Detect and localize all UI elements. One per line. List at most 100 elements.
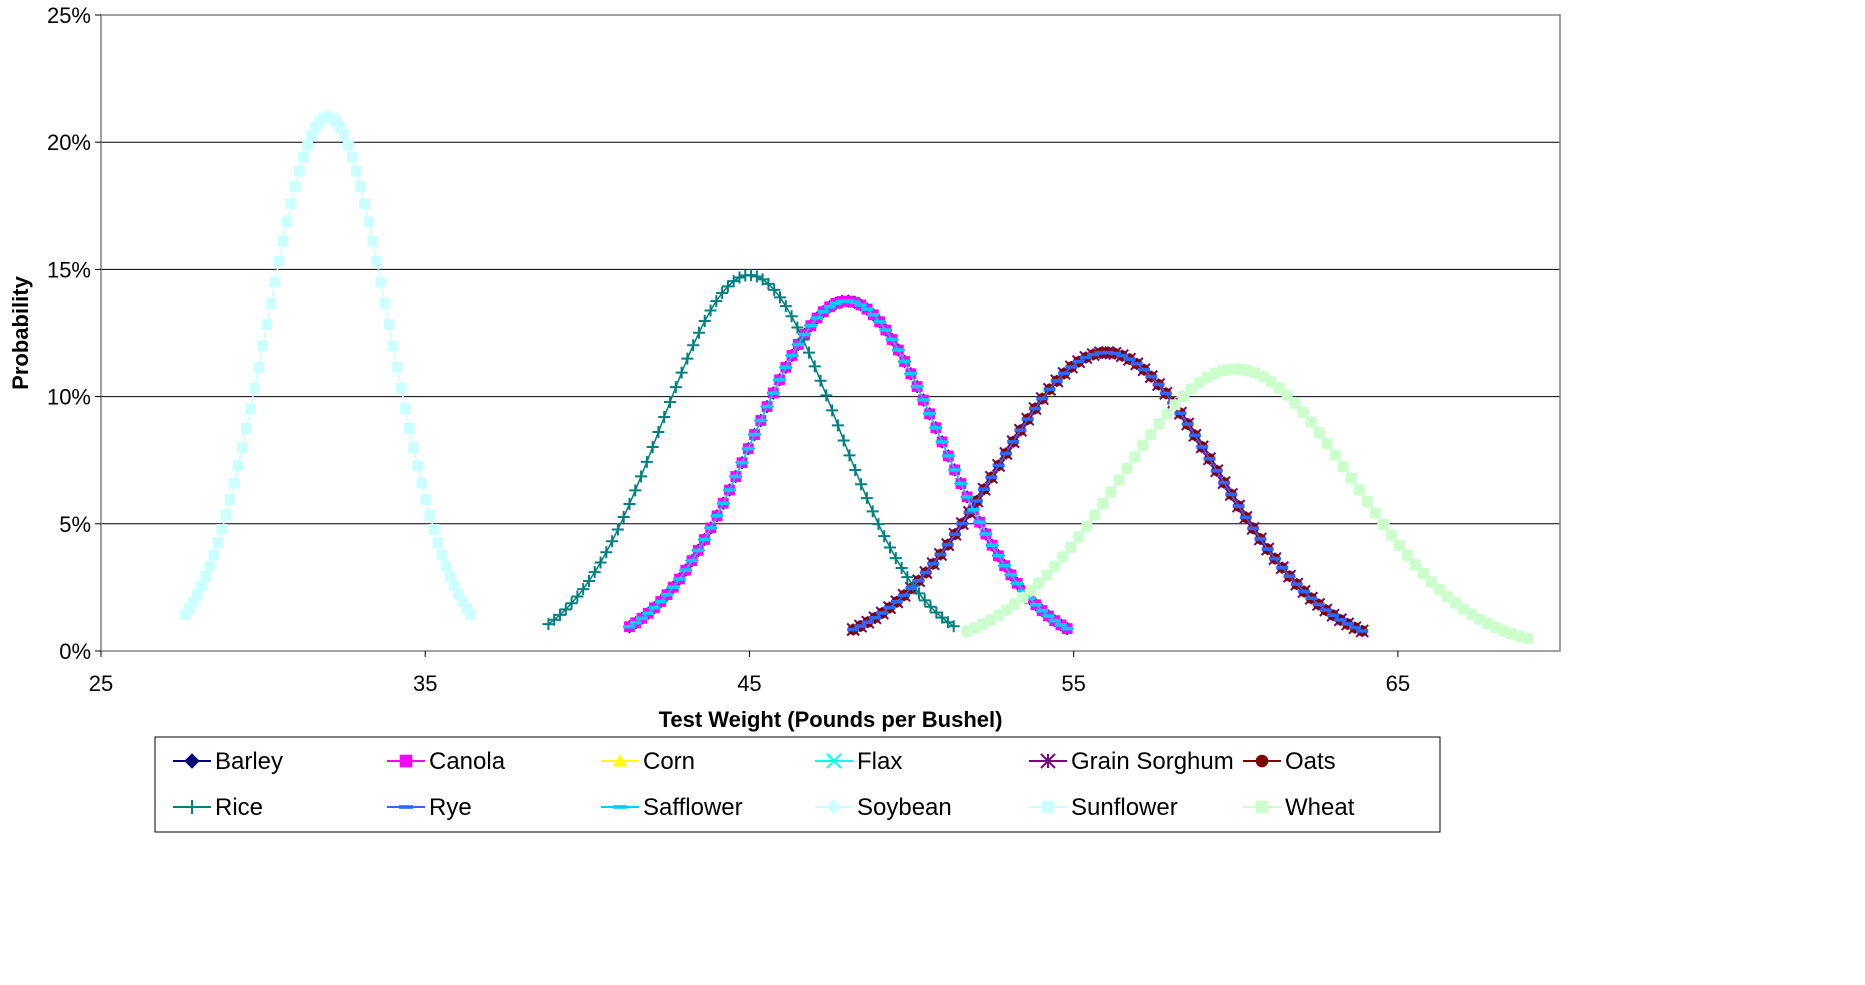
data-point xyxy=(629,484,642,497)
data-point xyxy=(1356,629,1369,633)
data-point xyxy=(993,609,1005,621)
data-point xyxy=(973,520,986,524)
data-point xyxy=(1073,531,1085,543)
data-point xyxy=(588,566,601,579)
data-point xyxy=(559,603,572,616)
data-point xyxy=(895,562,908,575)
data-point xyxy=(600,546,613,559)
data-point xyxy=(196,580,208,592)
data-point xyxy=(1247,526,1260,531)
data-point xyxy=(754,418,767,423)
data-point xyxy=(892,348,905,352)
data-point xyxy=(1265,376,1277,388)
data-point xyxy=(594,556,607,569)
x-tick-label: 55 xyxy=(1061,671,1085,696)
data-point xyxy=(204,560,216,572)
data-point xyxy=(660,592,673,597)
data-point xyxy=(919,570,932,575)
legend-marker xyxy=(1041,800,1055,814)
data-point xyxy=(245,403,256,415)
data-point xyxy=(1268,556,1281,561)
data-point xyxy=(1004,573,1017,577)
data-point xyxy=(837,434,850,447)
data-point xyxy=(216,523,228,535)
data-point xyxy=(412,460,424,472)
data-point xyxy=(1321,438,1333,450)
legend-item-barley: Barley xyxy=(173,748,283,775)
data-point xyxy=(294,165,305,177)
series-canola xyxy=(624,295,1073,635)
data-point xyxy=(1036,396,1049,401)
data-point xyxy=(1145,429,1157,440)
data-point xyxy=(1297,407,1309,418)
data-point xyxy=(1210,468,1223,473)
data-point xyxy=(1377,518,1389,530)
x-tick-label: 35 xyxy=(413,671,437,696)
data-point xyxy=(679,568,692,572)
data-point xyxy=(890,599,903,604)
data-point xyxy=(817,309,830,314)
data-point xyxy=(1181,422,1194,426)
data-point xyxy=(873,319,886,324)
data-point xyxy=(704,526,717,530)
data-point xyxy=(399,403,411,415)
data-point xyxy=(883,605,896,610)
data-point xyxy=(220,509,232,521)
data-point xyxy=(1159,391,1172,396)
data-point xyxy=(736,460,749,465)
data-point xyxy=(1426,576,1437,588)
data-point xyxy=(802,346,815,359)
data-point xyxy=(1017,592,1029,604)
data-point xyxy=(416,477,428,489)
data-point xyxy=(711,514,724,518)
data-point xyxy=(1385,529,1397,541)
data-point xyxy=(717,501,730,505)
data-point xyxy=(200,571,212,582)
data-point xyxy=(866,505,879,518)
data-point xyxy=(440,560,452,572)
data-point xyxy=(253,361,265,373)
data-point xyxy=(1185,383,1197,395)
data-point xyxy=(310,121,322,133)
data-point xyxy=(1203,456,1216,461)
data-point xyxy=(1482,618,1493,629)
data-point xyxy=(878,530,891,543)
data-point xyxy=(306,129,318,141)
data-point xyxy=(948,468,961,472)
legend-label: Flax xyxy=(857,748,902,775)
data-point xyxy=(652,426,665,439)
legend-marker xyxy=(1255,754,1269,768)
data-point xyxy=(842,299,855,303)
data-point xyxy=(936,440,949,444)
data-point xyxy=(623,498,636,511)
data-point xyxy=(898,359,911,364)
data-point xyxy=(1072,359,1085,364)
data-point xyxy=(1137,440,1149,451)
data-point xyxy=(918,594,931,607)
data-point xyxy=(967,507,980,512)
data-point xyxy=(905,586,918,591)
legend-marker xyxy=(613,754,627,767)
data-point xyxy=(687,339,700,352)
data-point xyxy=(298,151,309,163)
data-point xyxy=(1434,584,1445,595)
legend-marker xyxy=(185,800,199,814)
data-point xyxy=(1218,480,1231,485)
data-point xyxy=(554,608,567,621)
legend-item-oats: Oats xyxy=(1243,748,1336,775)
data-point xyxy=(985,614,997,626)
data-point xyxy=(704,304,717,317)
data-point xyxy=(408,442,419,453)
data-point xyxy=(448,580,460,592)
data-point xyxy=(1065,365,1078,369)
legend-label: Corn xyxy=(643,748,695,775)
data-point xyxy=(285,198,297,210)
data-point xyxy=(457,596,468,608)
data-point xyxy=(1239,515,1252,520)
data-point xyxy=(912,587,925,600)
data-point xyxy=(912,578,925,583)
data-point xyxy=(861,620,874,624)
data-point xyxy=(232,460,244,472)
data-point xyxy=(681,352,694,365)
y-tick-label: 10% xyxy=(47,385,91,410)
